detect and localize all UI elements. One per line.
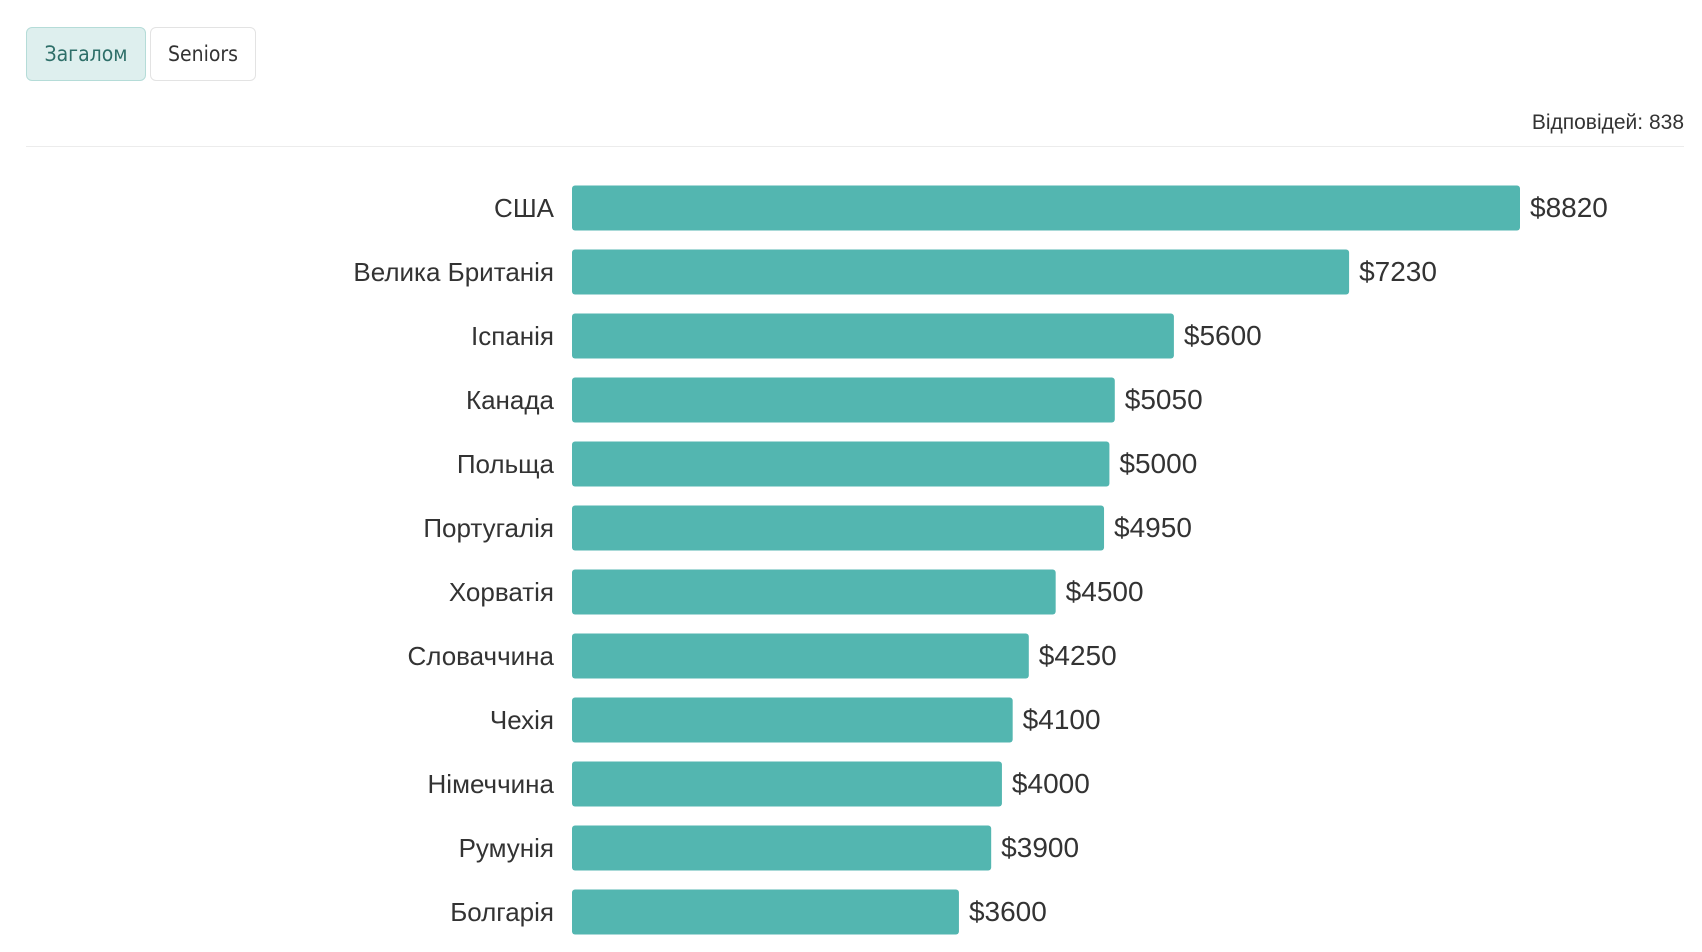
bar: [572, 697, 1013, 743]
category-label: Португалія: [423, 513, 554, 543]
category-label: Хорватія: [449, 577, 554, 607]
bar: [572, 313, 1174, 359]
tab-overall[interactable]: Загалом: [26, 27, 146, 81]
category-label: США: [494, 193, 555, 223]
category-label: Болгарія: [450, 897, 554, 927]
category-label: Польща: [457, 449, 555, 479]
bar: [572, 633, 1029, 679]
value-label: $4100: [1023, 704, 1101, 735]
category-label: Іспанія: [471, 321, 554, 351]
bar: [572, 569, 1056, 615]
category-label: Румунія: [459, 833, 554, 863]
bar: [572, 377, 1115, 423]
value-label: $5050: [1125, 384, 1203, 415]
salary-bar-chart: США $8820 Велика Британія $7230 Іспанія $5600…: [353, 185, 1608, 935]
category-label: Словаччина: [407, 641, 554, 671]
bar: [572, 825, 992, 871]
value-label: $7230: [1359, 256, 1437, 287]
bar: [572, 505, 1105, 551]
value-label: $4250: [1039, 640, 1117, 671]
category-label: Велика Британія: [353, 257, 554, 287]
value-label: $4000: [1012, 768, 1090, 799]
responses-count: Відповідей: 838: [1531, 111, 1684, 134]
bar: [572, 441, 1110, 487]
bar: [572, 249, 1350, 295]
value-label: $5000: [1119, 448, 1197, 479]
value-label: $5600: [1184, 320, 1262, 351]
bar: [572, 185, 1520, 231]
category-label: Чехія: [490, 705, 554, 735]
value-label: $3900: [1001, 832, 1079, 863]
category-label: Канада: [466, 385, 555, 415]
divider: [26, 146, 1684, 147]
bar: [572, 889, 959, 935]
value-label: $3600: [969, 896, 1047, 927]
tab-bar: Загалом Seniors: [26, 27, 256, 81]
category-label: Німеччина: [428, 769, 555, 799]
value-label: $4950: [1114, 512, 1192, 543]
value-label: $4500: [1066, 576, 1144, 607]
value-label: $8820: [1530, 192, 1608, 223]
bar: [572, 761, 1002, 807]
tab-seniors[interactable]: Seniors: [150, 27, 256, 81]
